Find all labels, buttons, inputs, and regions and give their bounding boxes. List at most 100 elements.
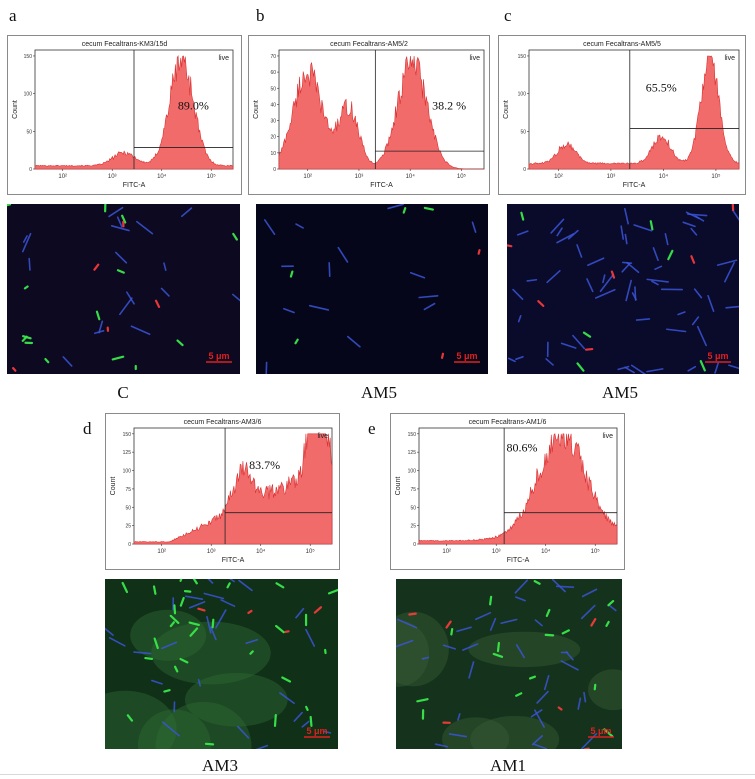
y-tick-label: 50 [270,86,276,92]
blue-cell [724,261,735,283]
blue-cell [163,262,167,271]
micrograph-background [507,204,739,374]
blue-cell [646,368,664,373]
gate-label: live [218,55,229,62]
green-cell [111,355,125,361]
background-glow [155,701,252,749]
x-tick-label: 10⁴ [659,173,669,180]
green-cell [144,656,154,661]
blue-cell [682,221,696,228]
blue-cell [512,288,524,301]
y-tick-label: 70 [270,54,276,60]
blue-cell [550,218,565,234]
red-cell [313,606,323,614]
green-cell [605,620,610,628]
y-tick-label: 0 [413,542,416,548]
x-tick-label: 10³ [207,549,216,555]
green-cell [327,588,338,595]
background-glow [442,717,510,749]
red-cell [557,706,563,711]
green-cell [515,692,523,697]
green-cell [152,585,157,595]
gate-percent: 65.5% [646,81,677,95]
blue-cell [530,709,543,718]
blue-cell [237,725,250,739]
blue-cell [22,232,32,253]
blue-cell [580,732,598,749]
red-cell [12,367,17,372]
green-cell [192,579,198,585]
blue-cell [624,366,635,374]
blue-cell [696,325,707,347]
x-axis-label: FITC-A [222,557,245,564]
gate-label: live [317,433,328,440]
green-cell [176,339,184,347]
blue-cell [279,692,295,705]
scale-bar-label: 5 μm [590,726,611,736]
green-cell [305,705,309,711]
green-cell [423,206,434,211]
blue-cell [215,609,227,629]
y-axis-label: Count [12,100,19,119]
gate-label: live [602,433,613,440]
y-tick-label: 25 [125,524,131,530]
histogram-area [418,433,618,545]
y-axis-label: Count [110,477,117,496]
histogram-d: cecum Fecaltrans-AM3/6 live 83.7% 0 25 50 75 10… [105,413,340,570]
y-tick-label: 0 [29,167,32,173]
blue-cell [22,235,28,243]
blue-cell [691,316,700,326]
red-cell [440,352,445,359]
blue-cell [580,604,596,620]
y-tick-label: 10 [270,151,276,157]
blue-cell [448,733,467,738]
y-tick-label: 20 [270,135,276,141]
blue-cell [545,358,554,366]
blue-cell [500,618,518,625]
x-axis-label: FITC-A [370,182,393,189]
blue-cell [664,233,669,246]
blue-cell [654,265,663,270]
plot-title: cecum Fecaltrans-AM3/6 [184,419,262,426]
background-glow [184,672,288,727]
x-tick-label: 10⁵ [711,173,721,180]
blue-cell [489,617,497,631]
background-glow [396,611,449,687]
scale-bar-label: 5 μm [208,351,229,361]
gate-percent: 83.7% [249,458,280,472]
blue-cell [126,291,135,305]
blue-cell [409,271,426,279]
x-tick-label: 10² [157,549,166,555]
blue-cell [423,302,436,311]
blue-cell [634,286,637,301]
blue-cell [206,616,212,634]
panel-letter-a: a [9,6,17,25]
y-tick-label: 25 [410,524,416,530]
micrograph-background [396,579,622,749]
blue-cell [220,599,236,607]
green-cell [576,362,585,372]
blue-cell [687,213,708,217]
red-cell [690,255,696,264]
y-tick-label: 0 [273,167,276,173]
blue-cell [337,246,349,263]
histogram-e: cecum Fecaltrans-AM1/6 live 80.6% 0 25 50 75 10… [390,413,625,570]
blue-cell [396,618,418,629]
blue-cell [295,223,304,229]
green-cell [169,614,180,624]
x-axis-label: FITC-A [623,182,646,189]
red-cell [590,618,597,627]
blue-cell [533,743,548,749]
panel-letter-c: c [504,6,512,25]
blue-cell [475,612,492,621]
green-cell [189,627,199,637]
green-cell [450,628,454,636]
green-cell [492,652,504,658]
blue-cell [586,278,594,293]
blue-cell [693,288,703,299]
blue-cell [396,639,414,648]
blue-cell [617,365,630,371]
histogram-area [528,55,740,170]
blue-cell [263,219,276,235]
red-cell [247,609,253,615]
